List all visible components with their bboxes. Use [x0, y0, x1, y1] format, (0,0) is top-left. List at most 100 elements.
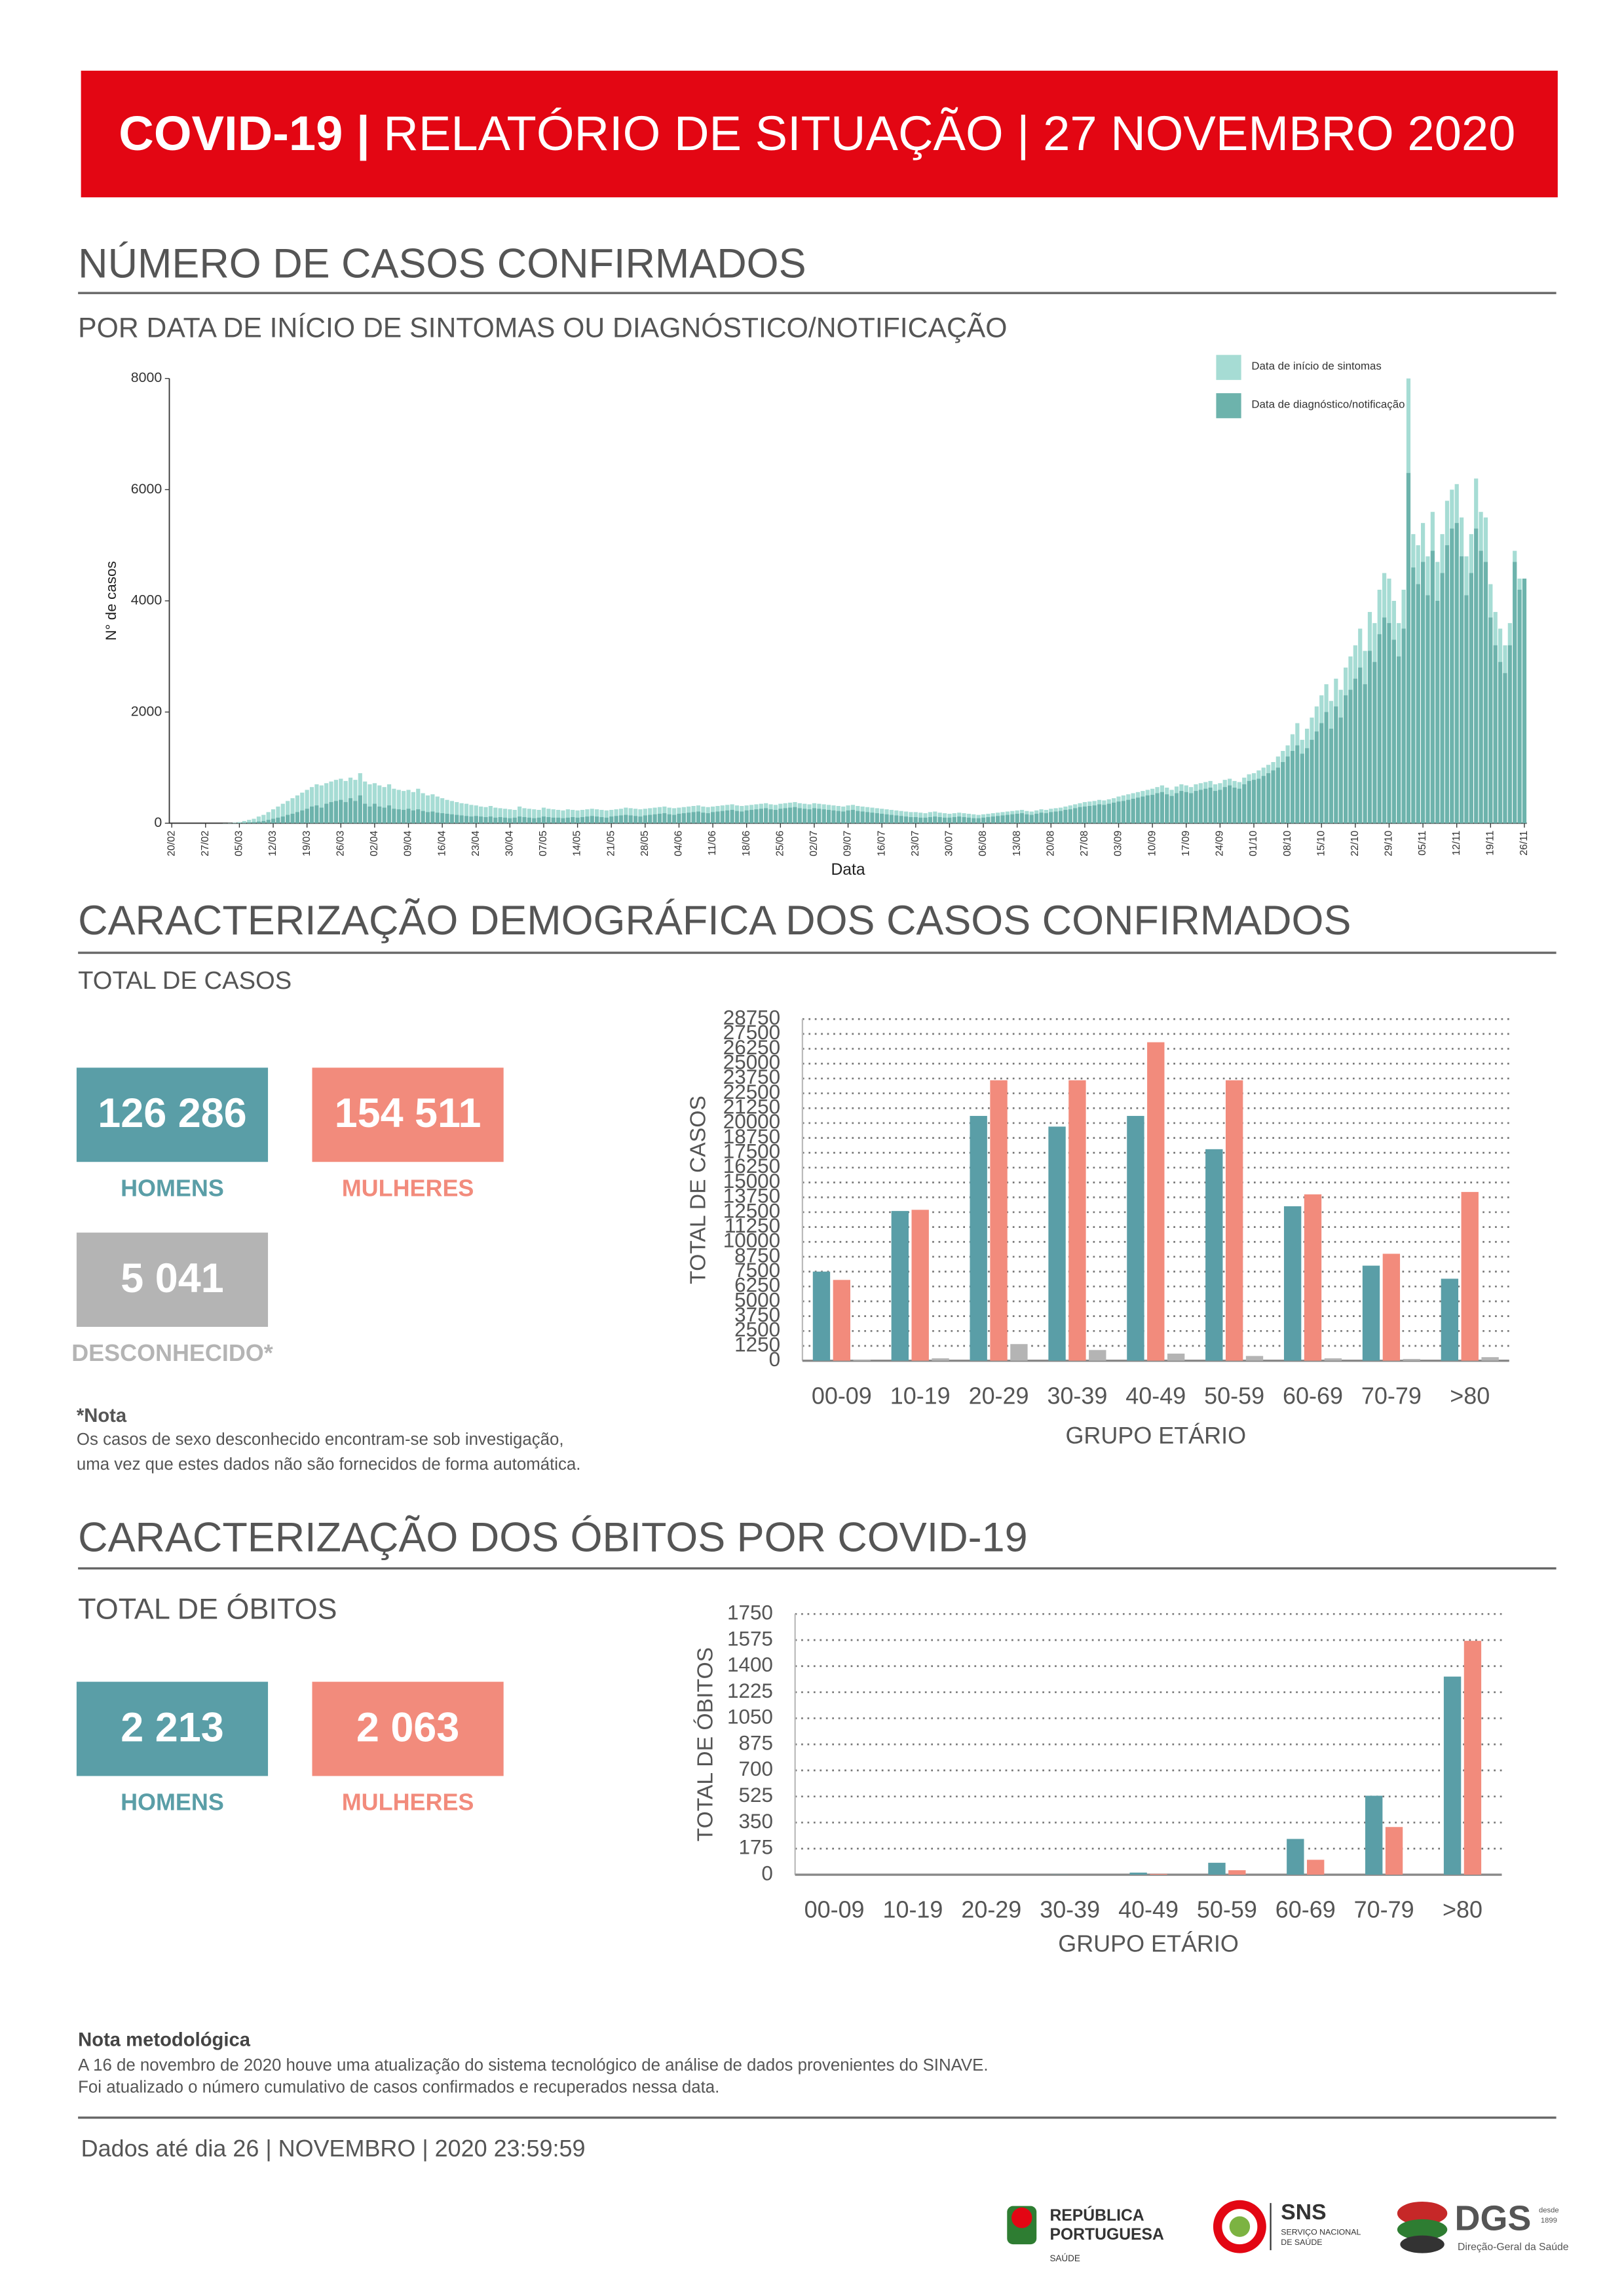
header-banner [81, 70, 1558, 198]
bar [899, 816, 903, 824]
logo-text: desde [1539, 2206, 1559, 2214]
bar [1463, 1641, 1482, 1875]
bar [1426, 595, 1430, 824]
x-tick-label: 23/04 [470, 830, 482, 856]
x-tick-label: 05/11 [1417, 831, 1428, 856]
x-tick-label: 20/02 [166, 831, 177, 856]
bar [522, 808, 527, 824]
bar [628, 815, 633, 824]
bar [807, 809, 812, 824]
bar [449, 801, 454, 824]
bar [894, 815, 899, 824]
bar [512, 817, 517, 824]
bar [884, 814, 889, 824]
bar [1430, 550, 1435, 824]
bar [1208, 1862, 1226, 1875]
bar [319, 785, 324, 824]
bar [754, 809, 759, 824]
bar [387, 784, 392, 824]
y-tick-label: 175 [738, 1836, 772, 1859]
bar [575, 810, 580, 824]
logo-shape [1213, 2200, 1266, 2253]
x-tick-label: 09/04 [403, 830, 414, 856]
bar [1377, 634, 1382, 824]
x-tick-label: 15/10 [1315, 830, 1327, 856]
bar [1116, 801, 1121, 824]
bar [585, 809, 590, 824]
bar [1385, 1827, 1403, 1875]
y-tick-label: 25000 [723, 1051, 780, 1074]
bar [314, 805, 319, 824]
bar [880, 813, 884, 824]
x-tick-label: 16/07 [876, 831, 887, 856]
x-tick-label: 11/06 [707, 830, 718, 855]
bar [252, 818, 256, 824]
bar [541, 807, 546, 824]
bar [276, 817, 280, 824]
bar [826, 809, 831, 824]
bar [455, 814, 459, 824]
y-tick-label: 5000 [734, 1288, 780, 1311]
bar [440, 798, 445, 824]
y-tick-label: 2500 [734, 1318, 780, 1341]
bar [1000, 815, 1005, 824]
y-tick-label: 23750 [723, 1065, 780, 1088]
bar [865, 812, 870, 824]
bar [614, 816, 618, 824]
bar [1145, 795, 1150, 824]
bar [942, 817, 947, 824]
bar [725, 810, 730, 824]
y-tick-label: 7500 [734, 1259, 780, 1282]
x-axis-title: GRUPO ETÁRIO [1058, 1930, 1239, 1957]
bar [1290, 751, 1295, 824]
bar [1237, 788, 1241, 824]
x-axis-title: Data [831, 861, 865, 879]
bar [290, 798, 295, 824]
bar [677, 813, 681, 824]
y-tick-label: 3750 [734, 1303, 780, 1326]
bar [1401, 628, 1406, 824]
x-tick-label: 23/07 [910, 831, 921, 856]
bar [1416, 584, 1420, 824]
bar [512, 809, 517, 824]
bar [522, 816, 527, 824]
x-tick-label: 05/03 [234, 830, 245, 856]
bar [498, 808, 502, 824]
bar [918, 817, 923, 824]
bar [1391, 640, 1396, 824]
y-tick-label: 20000 [723, 1110, 780, 1133]
bar [1271, 770, 1275, 824]
bar [734, 811, 740, 824]
bar [821, 809, 826, 824]
bar [1048, 1126, 1066, 1361]
bar [1073, 808, 1078, 824]
y-axis-title: TOTAL DE ÓBITOS [693, 1647, 718, 1842]
bar [1019, 813, 1025, 824]
bar [1039, 813, 1044, 824]
bar [449, 814, 454, 824]
bar [565, 817, 570, 824]
bar [1189, 793, 1194, 824]
bar [1469, 573, 1473, 824]
bar [479, 806, 483, 824]
x-tick-label: 70-79 [1354, 1896, 1414, 1923]
method-note-line: A 16 de novembro de 2020 houve uma atual… [78, 2056, 988, 2075]
legend-swatch [1216, 354, 1241, 380]
x-tick-label: 50-59 [1197, 1896, 1257, 1923]
x-tick-label: 09/07 [842, 831, 854, 856]
y-tick-label: 700 [738, 1757, 772, 1780]
bar [502, 809, 508, 824]
logo-text: Direção-Geral da Saúde [1458, 2242, 1569, 2253]
bar [1174, 793, 1179, 824]
stat-card [76, 1681, 269, 1776]
bar [1464, 595, 1469, 824]
bar [1281, 761, 1285, 824]
bar [1479, 550, 1483, 824]
bar [1127, 1116, 1144, 1361]
bar [856, 811, 860, 824]
bar [730, 809, 734, 824]
bar [764, 808, 768, 824]
bar [372, 803, 377, 824]
x-tick-label: 06/08 [977, 830, 989, 856]
bar [518, 806, 522, 824]
